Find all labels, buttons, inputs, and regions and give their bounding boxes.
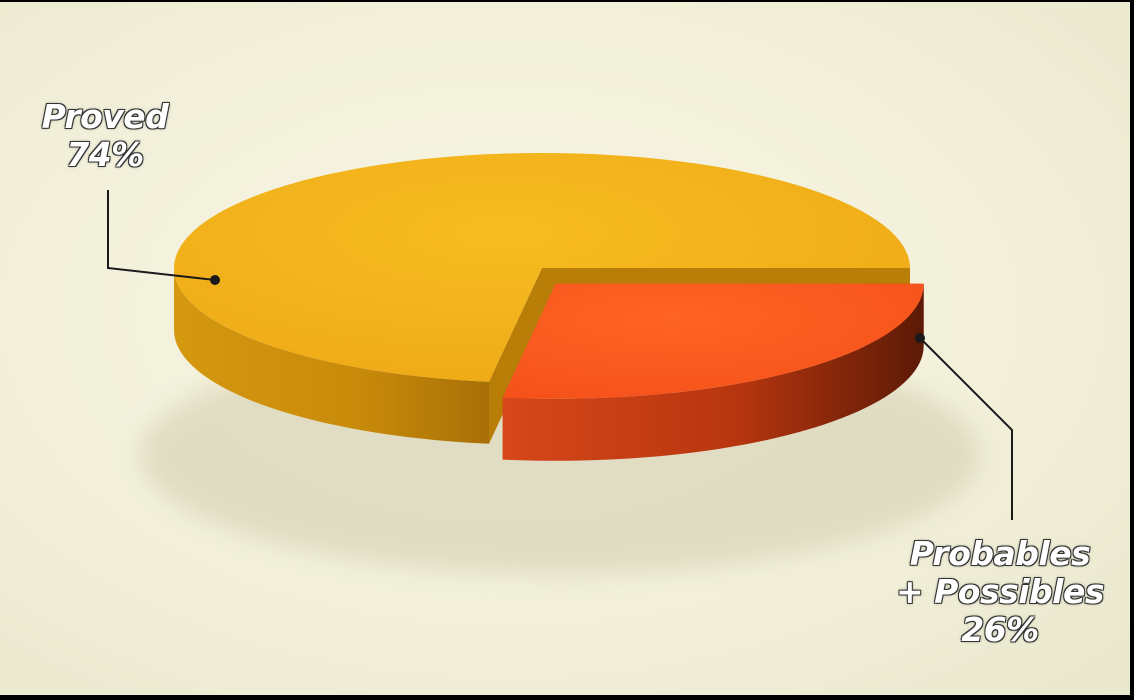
- slice-label-value-proved: 74%: [66, 135, 144, 174]
- callout-label-probables-possibles: Probables + Possibles 26%: [895, 535, 1105, 649]
- slice-label-name-proved: Proved: [41, 97, 169, 136]
- slice-side-wall: [502, 283, 924, 461]
- leader-line-probables-possibles: [919, 337, 1013, 520]
- slice-top-face: [502, 283, 924, 399]
- slice-side-wall: [174, 268, 490, 444]
- callout-label-proved: Proved 74%: [40, 98, 170, 174]
- slice-label-value-probables-possibles: 26%: [961, 610, 1039, 649]
- slice-label-name-line1-probables-possibles: Probables: [909, 534, 1091, 573]
- slice-top-face: [174, 153, 910, 382]
- leader-dot-proved: [210, 275, 220, 285]
- pie-slice-proved: [174, 153, 910, 444]
- slice-label-name-line2-probables-possibles: + Possibles: [895, 572, 1105, 611]
- leader-line-proved: [107, 190, 216, 281]
- pie-slice-probables-possibles: [502, 283, 924, 461]
- slice-cut-face: [489, 268, 542, 444]
- leader-dot-probables-possibles: [915, 333, 925, 343]
